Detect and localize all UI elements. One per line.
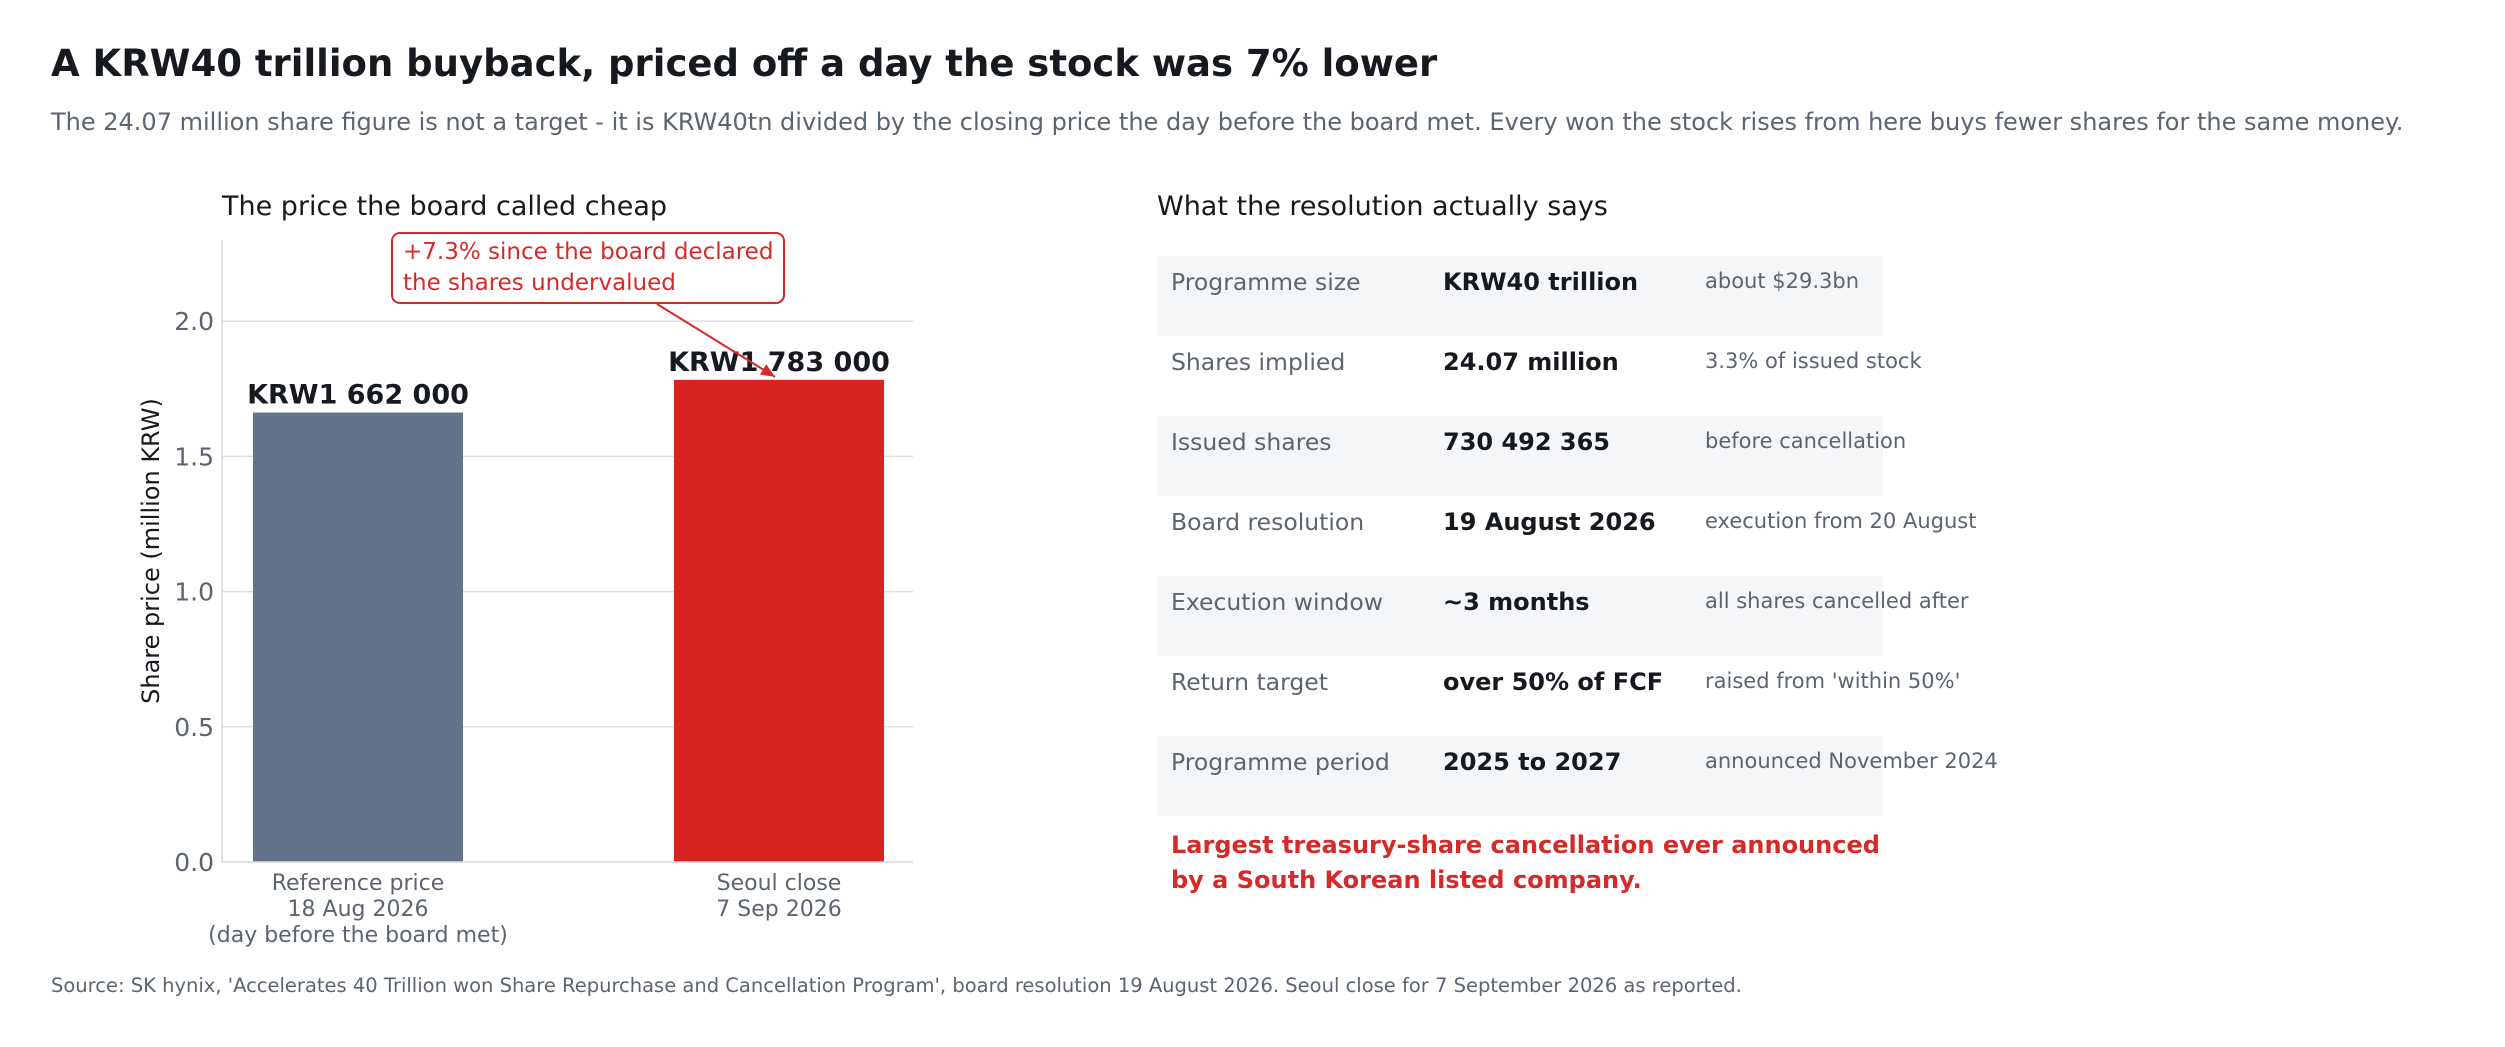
table-row: Execution window ~3 months all shares ca… xyxy=(1157,576,1969,656)
highlight-line-2: by a South Korean listed company. xyxy=(1171,866,1642,894)
row-value: 24.07 million xyxy=(1443,348,1619,376)
row-label: Programme period xyxy=(1171,748,1390,776)
x-category-label: Reference price xyxy=(272,871,445,896)
chart-labels: 0.0 0.5 1.0 1.5 2.0 Share price (million KRW)… xyxy=(137,303,890,948)
x-category-label: Seoul close xyxy=(717,871,842,896)
table-row: Issued shares 730 492 365 before cancell… xyxy=(1157,416,1906,496)
x-category-label: 18 Aug 2026 xyxy=(288,897,429,922)
row-label: Programme size xyxy=(1171,268,1361,296)
row-value: ~3 months xyxy=(1443,588,1590,616)
row-note: about $29.3bn xyxy=(1705,269,1860,293)
highlight-line-1: Largest treasury-share cancellation ever… xyxy=(1171,831,1880,859)
y-tick-label: 1.0 xyxy=(174,578,214,607)
table-row: Programme period 2025 to 2027 announced … xyxy=(1157,736,1998,816)
row-note: execution from 20 August xyxy=(1705,509,1977,533)
row-label: Return target xyxy=(1171,668,1328,696)
table-row: Return target over 50% of FCF raised fro… xyxy=(1157,656,1960,736)
table-row: Shares implied 24.07 million 3.3% of iss… xyxy=(1157,336,1922,416)
row-label: Board resolution xyxy=(1171,508,1365,536)
table-row: Board resolution 19 August 2026 executio… xyxy=(1157,496,1976,576)
row-label: Shares implied xyxy=(1171,348,1346,376)
row-value: 730 492 365 xyxy=(1443,428,1611,456)
row-value: over 50% of FCF xyxy=(1443,668,1664,696)
resolution-title: What the resolution actually says xyxy=(1157,191,1608,222)
annotation-line-1: +7.3% since the board declared xyxy=(403,239,774,265)
table-row: Programme size KRW40 trillion about $29.… xyxy=(1157,256,1883,336)
row-note: announced November 2024 xyxy=(1705,749,1998,773)
chart-axes xyxy=(221,240,913,863)
bar-data-label: KRW1 783 000 xyxy=(668,347,890,378)
annotation-arrowhead xyxy=(759,364,775,377)
row-value: 2025 to 2027 xyxy=(1443,748,1622,776)
resolution-highlight: Largest treasury-share cancellation ever… xyxy=(1171,828,1880,898)
resolution-table: Programme size KRW40 trillion about $29.… xyxy=(1157,256,1998,816)
row-note: 3.3% of issued stock xyxy=(1705,349,1922,373)
chart-title: The price the board called cheap xyxy=(222,191,667,222)
annotation-arrow xyxy=(656,303,776,378)
bar xyxy=(674,379,884,862)
row-note: raised from 'within 50%' xyxy=(1705,669,1961,693)
row-value: KRW40 trillion xyxy=(1443,268,1639,296)
y-tick-label: 2.0 xyxy=(174,307,214,336)
x-category-label: (day before the board met) xyxy=(208,923,508,948)
chart-annotation-callout: +7.3% since the board declared the share… xyxy=(391,232,785,304)
bar xyxy=(253,412,463,862)
row-label: Issued shares xyxy=(1171,428,1332,456)
bar-chart: 0.0 0.5 1.0 1.5 2.0 Share price (million KRW)… xyxy=(137,240,913,948)
row-note: before cancellation xyxy=(1705,429,1907,453)
page-title: A KRW40 trillion buyback, priced off a d… xyxy=(51,42,1438,85)
y-axis-label: Share price (million KRW) xyxy=(137,398,165,704)
source-note: Source: SK hynix, 'Accelerates 40 Trilli… xyxy=(51,974,1742,997)
x-category-label: 7 Sep 2026 xyxy=(716,897,841,922)
y-tick-label: 0.0 xyxy=(174,848,214,877)
row-value: 19 August 2026 xyxy=(1443,508,1656,536)
bar-data-label: KRW1 662 000 xyxy=(247,380,469,411)
y-tick-label: 0.5 xyxy=(174,713,214,742)
y-tick-label: 1.5 xyxy=(174,442,214,471)
annotation-line-2: the shares undervalued xyxy=(403,270,676,296)
page-subtitle: The 24.07 million share figure is not a … xyxy=(51,108,2404,136)
row-note: all shares cancelled after xyxy=(1705,589,1969,613)
row-label: Execution window xyxy=(1171,588,1383,616)
chart-bars xyxy=(253,379,884,862)
